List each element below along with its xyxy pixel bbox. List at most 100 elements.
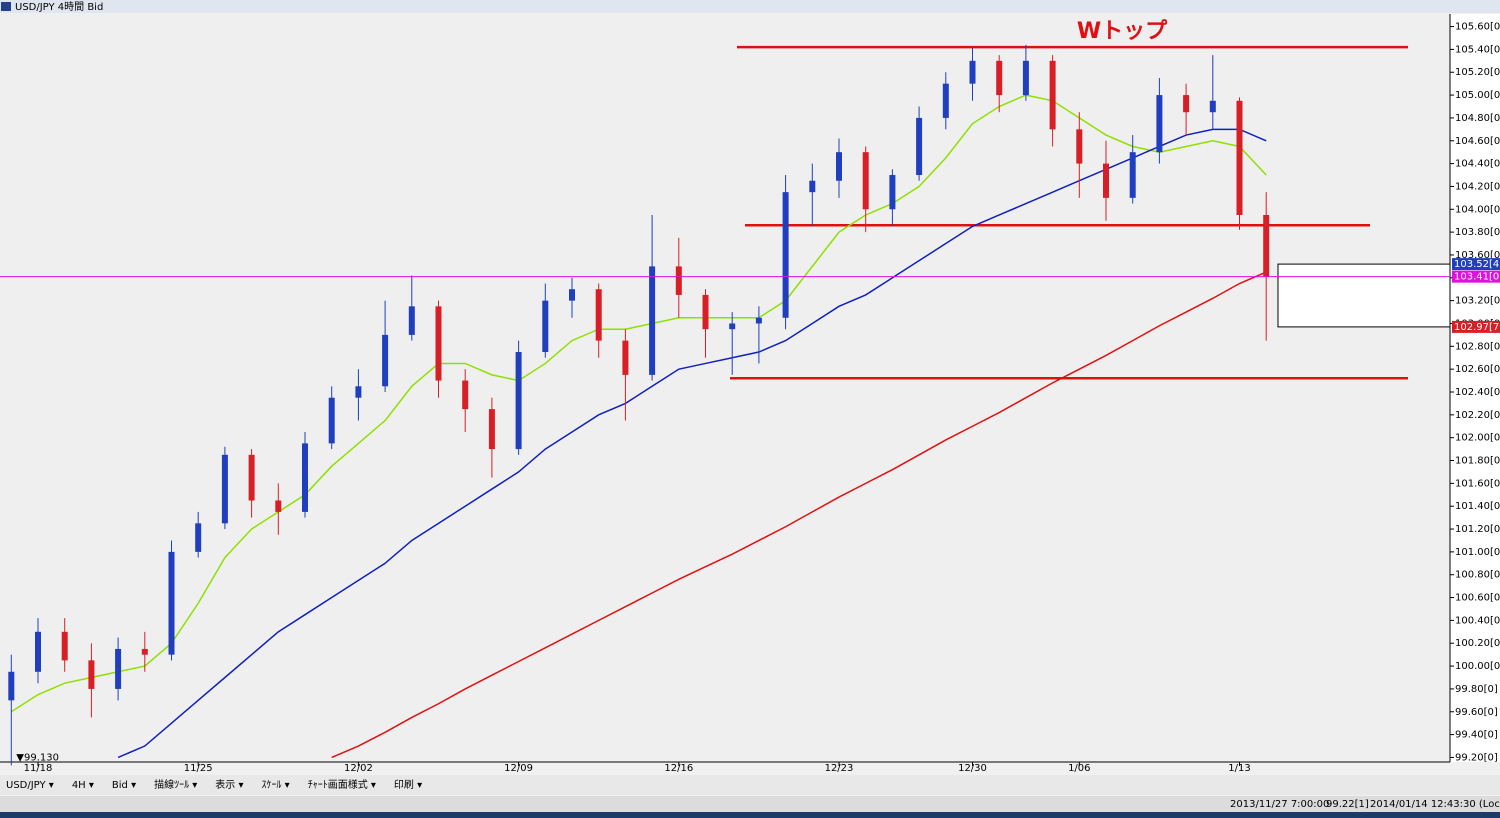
x-tick-label: 12/09 <box>504 763 533 774</box>
candle-body <box>1236 100 1243 215</box>
candle-body <box>435 306 442 381</box>
candle-body <box>355 386 362 398</box>
moving-average <box>117 128 1267 759</box>
candle-body <box>221 454 228 524</box>
candle-body <box>729 323 736 330</box>
title-bar <box>0 0 1500 13</box>
candle-body <box>1183 95 1190 113</box>
y-tick-label: 101.40[0] <box>1455 501 1500 512</box>
candle-body <box>996 60 1003 96</box>
low-marker: ▼99.130 <box>16 752 59 763</box>
candle-body <box>916 117 923 176</box>
candle-body <box>515 352 522 450</box>
y-tick-label: 102.60[0] <box>1455 364 1500 375</box>
candle-body <box>755 317 762 324</box>
plot-area <box>0 14 1450 762</box>
status-text: 2014/01/14 12:43:30 (Local) <box>1370 799 1500 810</box>
candle-body <box>595 289 602 341</box>
status-text: 2013/11/27 7:00:00 <box>1230 799 1329 810</box>
candle-body <box>275 500 282 512</box>
y-tick-label: 104.00[0] <box>1455 204 1500 215</box>
x-tick-label: 11/25 <box>184 763 213 774</box>
y-tick-label: 105.20[0] <box>1455 67 1500 78</box>
y-tick-label: 104.20[0] <box>1455 181 1500 192</box>
price-marker <box>1452 270 1500 283</box>
y-tick-label: 103.20[0] <box>1455 296 1500 307</box>
y-tick-label: 105.60[0] <box>1455 22 1500 33</box>
candle-body <box>889 175 896 210</box>
y-tick-label: 104.60[0] <box>1455 136 1500 147</box>
x-tick-label: 1/13 <box>1228 763 1250 774</box>
price-marker <box>1452 258 1500 271</box>
candle-body <box>809 180 816 193</box>
moving-average <box>331 271 1267 759</box>
y-tick-label: 102.40[0] <box>1455 387 1500 398</box>
candle-body <box>862 152 869 210</box>
toolbar-item[interactable]: 表示 ▾ <box>215 778 243 791</box>
y-tick-label: 101.00[0] <box>1455 547 1500 558</box>
price-range-box <box>1277 263 1451 328</box>
toolbar <box>0 775 1500 795</box>
x-tick-label: 12/23 <box>825 763 854 774</box>
candle-body <box>168 551 175 655</box>
annotation: Wトップ <box>1077 19 1168 44</box>
toolbar-item[interactable]: USD/JPY ▾ <box>6 780 54 791</box>
status-text: 99.22[1] <box>1326 799 1369 810</box>
candle-body <box>382 334 389 387</box>
y-tick-label: 99.20[0] <box>1455 752 1498 763</box>
candle-body <box>488 409 495 450</box>
y-tick-label: 101.20[0] <box>1455 524 1500 535</box>
x-tick-label: 1/06 <box>1068 763 1090 774</box>
x-tick-label: 12/30 <box>958 763 987 774</box>
candle-body <box>408 306 415 335</box>
y-tick-label: 104.80[0] <box>1455 113 1500 124</box>
y-tick-label: 102.20[0] <box>1455 410 1500 421</box>
candle-body <box>1129 152 1136 198</box>
candle-body <box>649 266 656 375</box>
toolbar-item[interactable]: Bid ▾ <box>112 780 136 791</box>
y-tick-label: 101.80[0] <box>1455 456 1500 467</box>
price-marker-label: 103.41[0 <box>1454 272 1499 283</box>
candle-body <box>302 443 308 512</box>
y-tick-label: 102.80[0] <box>1455 341 1500 352</box>
price-marker <box>1452 320 1500 333</box>
candle-body <box>328 397 335 444</box>
y-tick-label: 100.40[0] <box>1455 615 1500 626</box>
taskbar <box>0 812 1500 818</box>
candle-body <box>88 660 95 689</box>
candle-body <box>622 340 629 375</box>
y-tick-label: 105.40[0] <box>1455 44 1500 55</box>
toolbar-item[interactable]: ｽｹｰﾙ ▾ <box>262 779 290 791</box>
x-tick-label: 12/02 <box>344 763 373 774</box>
candle-body <box>702 294 709 330</box>
y-tick-label: 100.00[0] <box>1455 661 1500 672</box>
y-tick-label: 103.80[0] <box>1455 227 1500 238</box>
price-marker-label: 102.97[7 <box>1454 322 1499 333</box>
y-tick-label: 100.20[0] <box>1455 638 1500 649</box>
y-tick-label: 103.60[0] <box>1455 250 1500 261</box>
moving-average <box>10 94 1267 713</box>
y-tick-label: 105.00[0] <box>1455 90 1500 101</box>
candle-body <box>248 454 255 501</box>
y-tick-label: 99.40[0] <box>1455 730 1498 741</box>
x-tick-label: 11/18 <box>24 763 53 774</box>
candle-body <box>115 648 122 689</box>
candle-body <box>462 380 469 410</box>
candle-body <box>141 648 148 655</box>
candle-body <box>61 631 68 661</box>
toolbar-item[interactable]: 描線ﾂｰﾙ ▾ <box>154 778 197 791</box>
candle-body <box>1263 214 1270 277</box>
candle-body <box>1103 163 1109 198</box>
y-tick-label: 102.00[0] <box>1455 433 1500 444</box>
candle-body <box>1076 129 1083 164</box>
toolbar-item[interactable]: 印刷 ▾ <box>394 779 422 791</box>
price-axis <box>1450 14 1500 762</box>
toolbar-item[interactable]: ﾁｬｰﾄ画面様式 ▾ <box>308 778 376 791</box>
candle-body <box>836 152 842 181</box>
toolbar-item[interactable]: 4H ▾ <box>72 780 94 791</box>
candle-body <box>569 289 575 301</box>
y-tick-label: 100.80[0] <box>1455 570 1500 581</box>
candle-body <box>542 300 549 353</box>
